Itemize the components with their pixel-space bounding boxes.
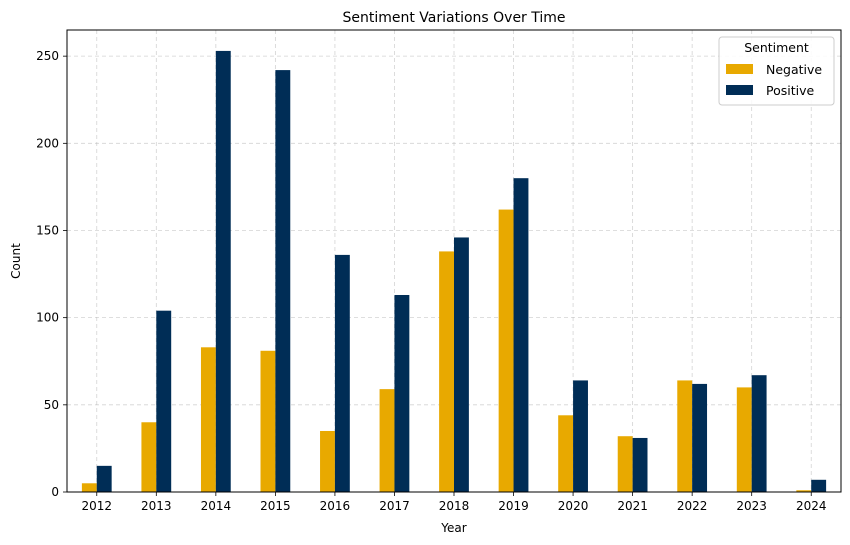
x-tick-label: 2023 <box>736 499 767 513</box>
bar-negative-2016 <box>320 430 335 492</box>
bars <box>81 50 827 493</box>
x-tick-label: 2014 <box>201 499 232 513</box>
bar-negative-2023 <box>736 387 752 492</box>
bar-positive-2012 <box>96 465 112 492</box>
y-tick-label: 0 <box>51 485 59 499</box>
x-tick-label: 2015 <box>260 499 291 513</box>
y-tick-label: 150 <box>36 223 59 237</box>
bar-negative-2022 <box>677 380 693 492</box>
bar-negative-2021 <box>617 436 633 492</box>
bar-positive-2022 <box>692 383 708 492</box>
bar-positive-2019 <box>513 178 529 493</box>
y-tick-label: 50 <box>44 398 59 412</box>
legend-label-positive: Positive <box>766 83 814 98</box>
bar-negative-2014 <box>200 347 216 492</box>
x-tick-label: 2017 <box>379 499 410 513</box>
bar-positive-2024 <box>811 479 827 492</box>
bar-negative-2017 <box>379 389 395 492</box>
x-tick-label: 2024 <box>796 499 827 513</box>
legend-swatch-positive <box>726 85 753 95</box>
x-tick-label: 2021 <box>617 499 648 513</box>
bar-positive-2021 <box>632 437 648 492</box>
x-tick-label: 2013 <box>141 499 172 513</box>
bar-negative-2013 <box>141 422 157 492</box>
bar-negative-2020 <box>558 415 574 492</box>
y-axis-label: Count <box>9 243 23 279</box>
ticks: 2012 2013 2014 2015 2016 2017 2018 2019 2020 2021… <box>36 49 826 513</box>
y-tick-label: 200 <box>36 136 59 150</box>
legend: Sentiment Negative Positive <box>718 36 835 106</box>
legend-title: Sentiment <box>744 40 809 55</box>
x-tick-label: 2016 <box>320 499 351 513</box>
x-tick-label: 2019 <box>498 499 529 513</box>
bar-negative-2024 <box>796 490 812 492</box>
legend-items: Negative Positive <box>726 62 822 98</box>
bar-positive-2014 <box>215 50 231 493</box>
x-tick-label: 2018 <box>439 499 470 513</box>
bar-positive-2013 <box>156 310 172 492</box>
bar-positive-2018 <box>454 237 469 492</box>
x-tick-label: 2020 <box>558 499 589 513</box>
bar-negative-2018 <box>439 251 454 492</box>
bar-positive-2016 <box>334 254 350 492</box>
chart-title: Sentiment Variations Over Time <box>342 10 565 26</box>
bar-positive-2015 <box>275 70 291 492</box>
bar-positive-2020 <box>573 380 588 492</box>
bar-positive-2017 <box>394 294 410 492</box>
y-tick-label: 100 <box>36 311 59 325</box>
bar-negative-2015 <box>260 350 276 492</box>
bar-negative-2012 <box>81 483 97 492</box>
legend-label-negative: Negative <box>766 62 822 77</box>
bar-positive-2023 <box>751 375 767 492</box>
x-tick-label: 2022 <box>677 499 708 513</box>
y-tick-label: 250 <box>36 49 59 63</box>
bar-negative-2019 <box>498 209 514 492</box>
legend-swatch-negative <box>726 64 753 74</box>
x-tick-label: 2012 <box>81 499 112 513</box>
x-axis-label: Year <box>440 521 466 535</box>
